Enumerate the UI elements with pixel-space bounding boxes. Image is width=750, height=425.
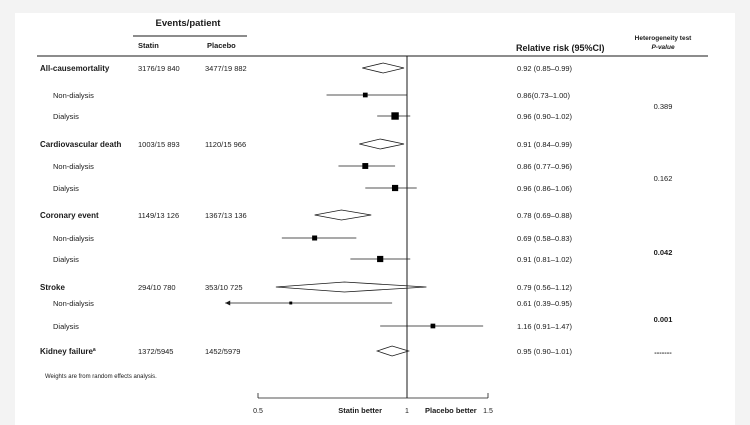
forest-plot-panel: Events/patient Statin Placebo Relative risk… bbox=[15, 13, 735, 425]
point-estimate-square bbox=[391, 184, 399, 192]
ci-arrow-left bbox=[225, 300, 231, 306]
relative-risk-value: 0.91 (0.81–1.02) bbox=[517, 255, 573, 264]
statin-better-label: Statin better bbox=[338, 406, 382, 415]
group-label: Stroke bbox=[40, 283, 65, 292]
placebo-events: 3477/19 882 bbox=[205, 64, 247, 73]
group-label: All-causemortality bbox=[40, 64, 110, 73]
pooled-estimate-diamond bbox=[362, 62, 405, 74]
statin-column-header: Statin bbox=[138, 41, 159, 50]
subgroup-label: Non-dialysis bbox=[53, 299, 94, 308]
point-estimate-square bbox=[312, 235, 318, 241]
p-value: ------- bbox=[654, 348, 672, 357]
relative-risk-value: 0.69 (0.58–0.83) bbox=[517, 234, 573, 243]
point-estimate-square bbox=[289, 301, 293, 305]
relative-risk-value: 0.95 (0.90–1.01) bbox=[517, 347, 573, 356]
point-estimate-square bbox=[430, 323, 436, 329]
group-label: Coronary event bbox=[40, 211, 99, 220]
relative-risk-column-header: Relative risk (95%CI) bbox=[516, 43, 605, 53]
placebo-events: 1367/13 136 bbox=[205, 211, 247, 220]
relative-risk-value: 0.92 (0.85–0.99) bbox=[517, 64, 573, 73]
subgroup-label: Dialysis bbox=[53, 255, 79, 264]
point-estimate-square bbox=[377, 255, 384, 263]
relative-risk-value: 0.96 (0.90–1.02) bbox=[517, 112, 573, 121]
point-estimate-square bbox=[362, 163, 369, 169]
p-value-column-header: P-value bbox=[651, 44, 675, 51]
forest-plot: Events/patient Statin Placebo Relative risk… bbox=[37, 18, 708, 415]
placebo-better-label: Placebo better bbox=[425, 406, 477, 415]
relative-risk-value: 0.79 (0.56–1.12) bbox=[517, 283, 573, 292]
p-value: 0.389 bbox=[654, 102, 673, 111]
p-value: 0.042 bbox=[654, 248, 673, 257]
relative-risk-value: 1.16 (0.91–1.47) bbox=[517, 322, 573, 331]
p-value: 0.001 bbox=[654, 315, 673, 324]
group-label: Kidney failurea bbox=[40, 347, 96, 356]
placebo-events: 1120/15 966 bbox=[205, 140, 246, 149]
placebo-column-header: Placebo bbox=[207, 41, 236, 50]
statin-events: 1149/13 126 bbox=[138, 211, 179, 220]
statin-events: 294/10 780 bbox=[138, 283, 176, 292]
group-label: Cardiovascular death bbox=[40, 140, 121, 149]
pooled-estimate-diamond bbox=[359, 138, 405, 150]
relative-risk-value: 0.86 (0.77–0.96) bbox=[517, 162, 573, 171]
placebo-events: 1452/5979 bbox=[205, 347, 240, 356]
x-axis-tick-label: 0.5 bbox=[253, 408, 263, 415]
subgroup-label: Dialysis bbox=[53, 112, 79, 121]
statin-events: 3176/19 840 bbox=[138, 64, 180, 73]
relative-risk-value: 0.61 (0.39–0.95) bbox=[517, 299, 573, 308]
point-estimate-square bbox=[391, 112, 399, 120]
events-header: Events/patient bbox=[156, 18, 222, 29]
subgroup-label: Non-dialysis bbox=[53, 162, 94, 171]
p-value: 0.162 bbox=[654, 174, 673, 183]
heterogeneity-column-header: Heterogeneity test bbox=[635, 35, 693, 42]
placebo-events: 353/10 725 bbox=[205, 283, 243, 292]
pooled-estimate-diamond bbox=[314, 209, 372, 221]
footnote: Weights are from random effects analysis… bbox=[45, 374, 157, 380]
subgroup-label: Non-dialysis bbox=[53, 91, 94, 100]
point-estimate-square bbox=[362, 92, 368, 98]
subgroup-label: Dialysis bbox=[53, 184, 79, 193]
x-axis-tick-label: 1.5 bbox=[483, 408, 493, 415]
relative-risk-value: 0.86(0.73–1.00) bbox=[517, 91, 570, 100]
relative-risk-value: 0.91 (0.84–0.99) bbox=[517, 140, 573, 149]
pooled-estimate-diamond bbox=[275, 281, 427, 293]
relative-risk-value: 0.96 (0.86–1.06) bbox=[517, 184, 573, 193]
relative-risk-value: 0.78 (0.69–0.88) bbox=[517, 211, 573, 220]
subgroup-label: Non-dialysis bbox=[53, 234, 94, 243]
pooled-estimate-diamond bbox=[375, 345, 411, 357]
statin-events: 1003/15 893 bbox=[138, 140, 180, 149]
statin-events: 1372/5945 bbox=[138, 347, 173, 356]
subgroup-label: Dialysis bbox=[53, 322, 79, 331]
x-axis-tick-label: 1 bbox=[405, 408, 409, 415]
